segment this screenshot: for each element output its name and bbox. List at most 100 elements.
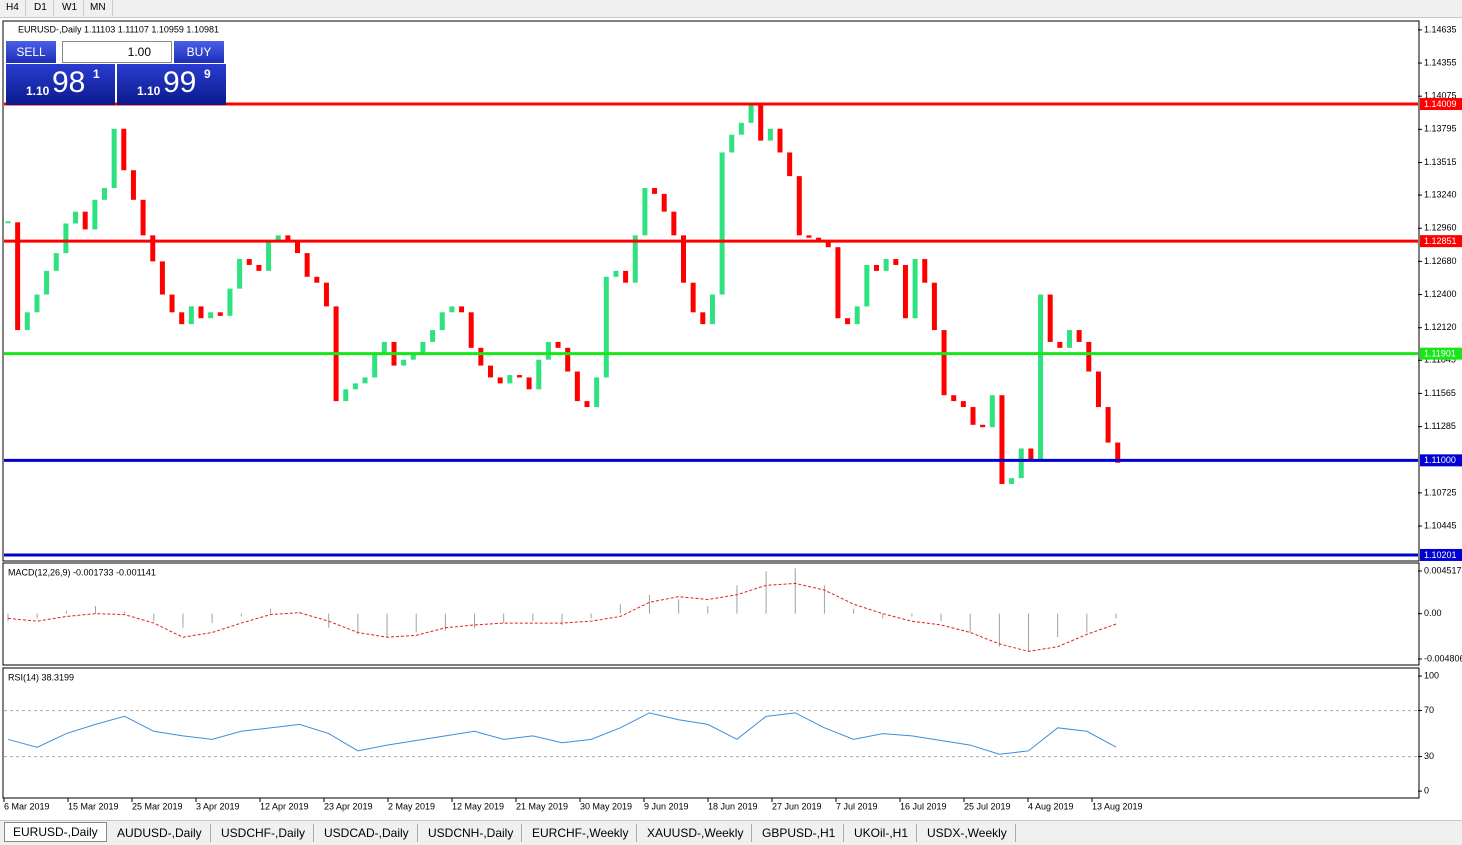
chart-tab[interactable]: AUDUSD-,Daily <box>109 824 211 842</box>
y-tick-label: 30 <box>1424 751 1434 761</box>
level-label: 1.11000 <box>1424 455 1456 465</box>
candle <box>63 223 69 254</box>
price-pane <box>2 20 1420 562</box>
timeframe-button[interactable]: MN <box>84 0 113 16</box>
candle <box>1067 330 1072 348</box>
y-tick-label: 100 <box>1424 670 1439 680</box>
candle <box>555 341 561 348</box>
rsi-line <box>7 712 1117 755</box>
candle <box>140 199 146 236</box>
buy-button[interactable]: BUY <box>174 41 224 63</box>
candle <box>902 264 908 319</box>
y-tick-label: -0.004806 <box>1424 653 1462 663</box>
price-main: 98 <box>52 66 86 99</box>
chart-tab[interactable]: GBPUSD-,H1 <box>754 824 845 842</box>
candle <box>816 237 822 242</box>
candle <box>111 128 117 188</box>
candle <box>922 259 928 283</box>
candle <box>874 264 879 271</box>
candle <box>266 241 272 271</box>
candle <box>198 306 204 319</box>
candle <box>275 235 281 242</box>
date-label: 23 Apr 2019 <box>324 801 373 811</box>
candle <box>227 288 233 316</box>
candle <box>217 312 223 316</box>
candle <box>304 253 310 277</box>
macd-title: MACD(12,26,9) -0.001733 -0.001141 <box>8 567 156 577</box>
candle <box>1018 448 1024 479</box>
candle <box>468 312 474 348</box>
candle <box>681 235 686 283</box>
sell-button[interactable]: SELL <box>6 41 56 63</box>
chart-tab[interactable]: EURCHF-,Weekly <box>524 824 638 842</box>
timeframe-button[interactable]: D1 <box>28 0 54 16</box>
rsi-title: RSI(14) 38.3199 <box>8 672 74 682</box>
candle <box>256 264 262 271</box>
chart-tab[interactable]: XAUUSD-,Weekly <box>639 824 753 842</box>
timeframe-button[interactable]: H4 <box>0 0 26 16</box>
candle <box>497 377 503 384</box>
y-tick-label: 0 <box>1424 785 1429 795</box>
candle <box>671 211 677 236</box>
y-tick-label: 1.14635 <box>1424 24 1457 34</box>
y-tick-label: 0.004517 <box>1424 565 1462 575</box>
chart-tab[interactable]: UKOil-,H1 <box>846 824 918 842</box>
candle <box>449 306 455 313</box>
date-label: 7 Jul 2019 <box>836 801 878 811</box>
chart-tab[interactable]: EURUSD-,Daily <box>4 822 107 842</box>
chart-tabs: EURUSD-,Daily AUDUSD-,Daily USDCHF-,Daily U… <box>0 820 1462 845</box>
y-tick-label: 1.10445 <box>1424 520 1457 530</box>
chart-tab[interactable]: USDCNH-,Daily <box>420 824 523 842</box>
candle <box>362 377 368 384</box>
y-tick-label: 1.12120 <box>1424 322 1457 332</box>
candle <box>565 347 571 372</box>
toolbar: H4 D1 W1 MN <box>0 0 1462 18</box>
chart-tab[interactable]: USDCHF-,Daily <box>213 824 314 842</box>
date-label: 2 May 2019 <box>388 801 435 811</box>
candle <box>719 152 725 295</box>
candle <box>372 353 378 378</box>
timeframe-button[interactable]: W1 <box>56 0 84 16</box>
candle <box>883 259 889 271</box>
candle <box>777 128 783 153</box>
candle <box>1038 294 1044 461</box>
candle <box>285 235 291 242</box>
candle <box>980 424 986 428</box>
candle <box>53 253 59 271</box>
level-label: 1.14009 <box>1424 99 1457 109</box>
candle <box>121 128 127 171</box>
candle <box>381 341 387 354</box>
level-label-box <box>1420 347 1462 360</box>
candle <box>1115 442 1121 463</box>
candle <box>507 375 513 384</box>
candle <box>130 170 136 200</box>
candle <box>159 261 165 295</box>
candle <box>970 407 976 425</box>
candle <box>999 395 1005 485</box>
date-label: 25 Jul 2019 <box>964 801 1011 811</box>
candle <box>642 187 648 236</box>
candle <box>208 312 214 319</box>
candle <box>246 259 252 265</box>
candle <box>15 222 21 331</box>
candle <box>931 282 937 331</box>
candle <box>92 199 98 230</box>
candle <box>960 401 966 408</box>
candle <box>73 211 79 224</box>
buy-price[interactable]: 1.10 99 9 <box>117 64 226 105</box>
candle <box>632 235 638 283</box>
y-tick-label: 1.14355 <box>1424 57 1457 67</box>
sell-price[interactable]: 1.10 98 1 <box>6 64 115 105</box>
chart-tab[interactable]: USDCAD-,Daily <box>316 824 418 842</box>
candle <box>323 282 329 307</box>
y-tick-label: 0.00 <box>1424 608 1442 618</box>
candle <box>314 276 320 283</box>
y-tick-label: 1.12960 <box>1424 223 1457 233</box>
chart-tab[interactable]: USDX-,Weekly <box>919 824 1016 842</box>
candle <box>1086 341 1092 372</box>
price-big: 1.10 <box>137 84 161 98</box>
candle <box>951 395 957 402</box>
candle <box>34 294 40 313</box>
candle <box>912 259 918 319</box>
lot-input[interactable]: 1.00 <box>62 41 172 63</box>
